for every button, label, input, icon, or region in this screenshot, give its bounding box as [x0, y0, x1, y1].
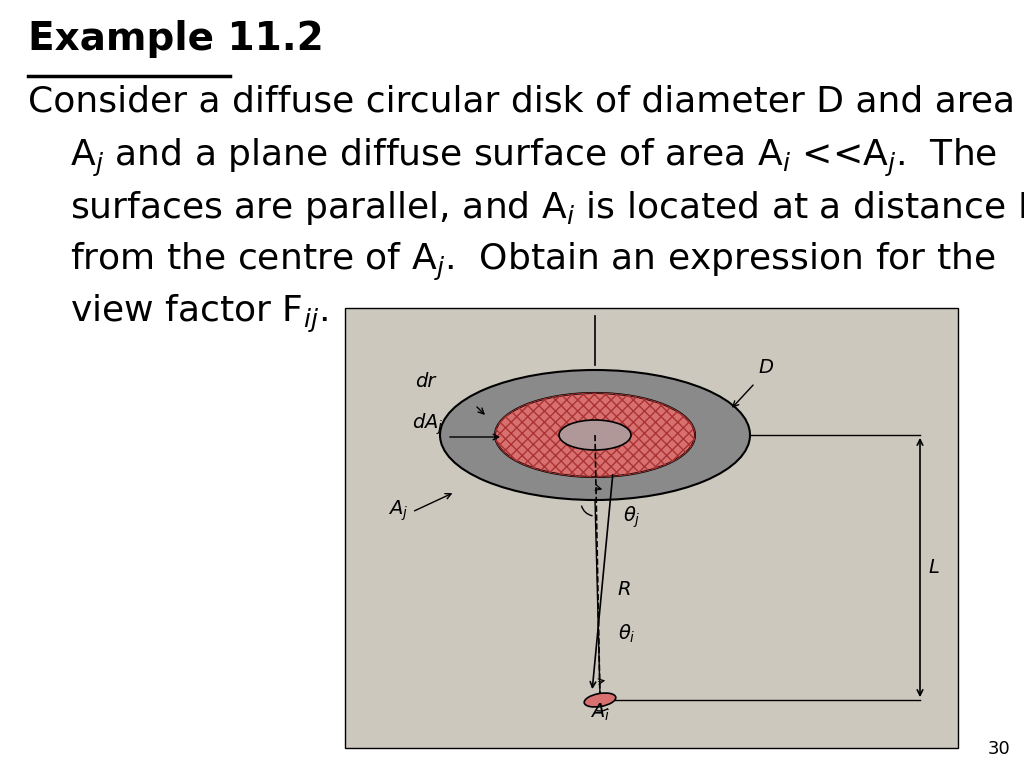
Text: $\theta_j$: $\theta_j$: [623, 505, 641, 530]
Ellipse shape: [440, 370, 750, 500]
Text: view factor F$_{ij}$.: view factor F$_{ij}$.: [70, 293, 328, 335]
Ellipse shape: [585, 693, 615, 707]
Text: Example 11.2: Example 11.2: [28, 20, 324, 58]
Text: $A_i$: $A_i$: [590, 702, 610, 723]
Text: $\theta_i$: $\theta_i$: [618, 623, 636, 645]
Text: A$_j$ and a plane diffuse surface of area A$_i$ <<A$_j$.  The: A$_j$ and a plane diffuse surface of are…: [70, 137, 997, 179]
Text: from the centre of A$_j$.  Obtain an expression for the: from the centre of A$_j$. Obtain an expr…: [70, 241, 995, 283]
Ellipse shape: [495, 393, 695, 477]
Text: Consider a diffuse circular disk of diameter D and area: Consider a diffuse circular disk of diam…: [28, 85, 1015, 119]
Text: surfaces are parallel, and A$_i$ is located at a distance L: surfaces are parallel, and A$_i$ is loca…: [70, 189, 1024, 227]
Text: dr: dr: [415, 372, 435, 391]
Text: $dA_j$: $dA_j$: [412, 412, 443, 437]
Text: $R$: $R$: [617, 580, 631, 599]
Text: 30: 30: [987, 740, 1010, 758]
Text: $L$: $L$: [928, 558, 940, 577]
Text: D: D: [758, 358, 773, 377]
Ellipse shape: [559, 420, 631, 450]
FancyBboxPatch shape: [345, 308, 958, 748]
Text: $A_j$: $A_j$: [388, 498, 408, 523]
